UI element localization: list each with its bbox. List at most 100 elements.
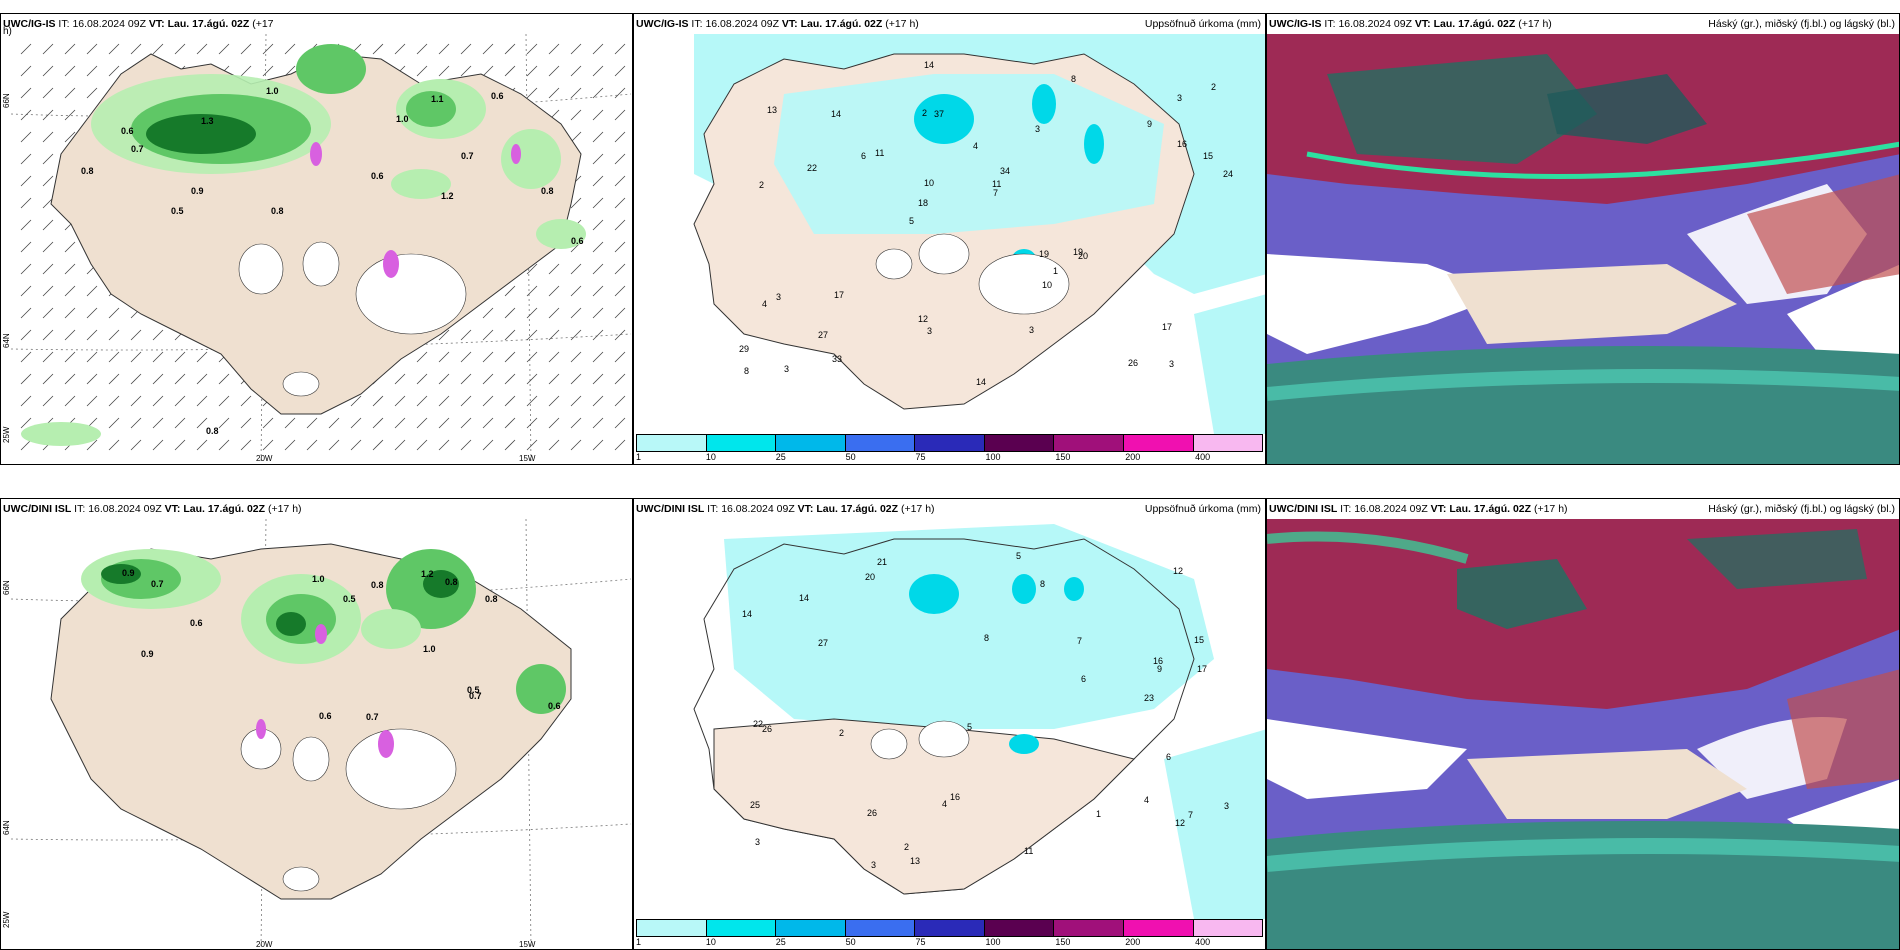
- wind-barb: [504, 65, 516, 77]
- precip-value: 5: [967, 722, 972, 732]
- wind-barb: [306, 417, 318, 429]
- colorbar-cell: [1054, 920, 1124, 936]
- precip-value: 1: [1096, 809, 1101, 819]
- wind-barb: [240, 43, 252, 55]
- wind-barb: [20, 417, 32, 429]
- wind-barb: [20, 87, 32, 99]
- wind-barb: [20, 285, 32, 297]
- svg-text:66N: 66N: [2, 580, 11, 595]
- wind-barb: [416, 439, 428, 451]
- wind-barb: [42, 131, 54, 143]
- wind-barb: [504, 43, 516, 55]
- wind-barb: [526, 263, 538, 275]
- wind-barb: [130, 373, 142, 385]
- wind-barb: [592, 65, 604, 77]
- wind-barb: [592, 153, 604, 165]
- wind-barb: [64, 131, 76, 143]
- cloud-value: 0.6: [121, 126, 134, 136]
- precip-value: 3: [1035, 124, 1040, 134]
- svg-text:15W: 15W: [519, 454, 536, 463]
- precip-value: 3: [776, 292, 781, 302]
- wind-barb: [614, 109, 626, 121]
- wind-barb: [64, 307, 76, 319]
- wind-barb: [592, 241, 604, 253]
- precip-colorbar: 1 10 25 50 75 100 150 200 400: [634, 434, 1265, 464]
- precip-value: 2: [1211, 82, 1216, 92]
- cloud-value: 0.6: [371, 171, 384, 181]
- panel-header: UWC/IG-IS IT: 16.08.2024 09Z VT: Lau. 17…: [636, 18, 1261, 30]
- colorbar-cell: [1123, 920, 1194, 936]
- wind-barb: [42, 373, 54, 385]
- precip-value: 17: [834, 290, 844, 300]
- wind-barb: [262, 43, 274, 55]
- cloud-value: 0.7: [461, 151, 474, 161]
- wind-barb: [218, 43, 230, 55]
- colorbar-label: 1: [636, 937, 642, 947]
- wind-barb: [482, 307, 494, 319]
- wind-barb: [416, 373, 428, 385]
- map-wind-cloud: 66N 64N 25W 20W 15W 0.50.70.90.80.61.00.…: [2, 519, 632, 949]
- colorbar-cell: [776, 920, 846, 936]
- precip-value: 33: [832, 354, 842, 364]
- panel-top-middle-precip: UWC/IG-IS IT: 16.08.2024 09Z VT: Lau. 17…: [633, 13, 1266, 465]
- colorbar-cell: [915, 920, 985, 936]
- precip-value: 19: [1073, 247, 1083, 257]
- precip-value: 27: [818, 330, 828, 340]
- wind-barb: [218, 417, 230, 429]
- wind-barb: [548, 43, 560, 55]
- wind-barb: [86, 43, 98, 55]
- precip-value: 14: [924, 60, 934, 70]
- wind-barb: [262, 417, 274, 429]
- svg-text:20W: 20W: [256, 454, 273, 463]
- wind-barb: [482, 65, 494, 77]
- precip-value: 7: [1188, 810, 1193, 820]
- cloud-value: 0.8: [371, 580, 384, 590]
- cloud-value: 1.3: [201, 116, 214, 126]
- precip-value: 6: [861, 151, 866, 161]
- wind-barb: [614, 241, 626, 253]
- colorbar-label: 75: [915, 937, 926, 947]
- precip-value: 22: [807, 163, 817, 173]
- colorbar-cell: [706, 435, 777, 451]
- wind-barb: [42, 153, 54, 165]
- cloud-value: 0.9: [191, 186, 204, 196]
- precip-value: 6: [1166, 752, 1171, 762]
- svg-text:15W: 15W: [519, 940, 536, 949]
- wind-barb: [196, 351, 208, 363]
- cloud-value: 0.7: [131, 144, 144, 154]
- wind-barb: [548, 395, 560, 407]
- wind-barb: [504, 395, 516, 407]
- wind-barb: [614, 373, 626, 385]
- wind-barb: [64, 373, 76, 385]
- model-name: UWC/DINI ISL: [3, 503, 72, 515]
- wind-barb: [306, 439, 318, 451]
- precip-value: 6: [1081, 674, 1086, 684]
- wind-barb: [438, 417, 450, 429]
- wind-barb: [20, 219, 32, 231]
- wind-barb: [614, 329, 626, 341]
- wind-barb: [416, 65, 428, 77]
- wind-barb: [64, 87, 76, 99]
- wind-barb: [526, 395, 538, 407]
- wind-barb: [64, 395, 76, 407]
- wind-barb: [460, 65, 472, 77]
- colorbar-label: 50: [845, 937, 856, 947]
- wind-barb: [86, 307, 98, 319]
- wind-barb: [284, 43, 296, 55]
- wind-barb: [196, 417, 208, 429]
- wind-barb: [504, 417, 516, 429]
- wind-barb: [42, 219, 54, 231]
- precip-value: 13: [767, 105, 777, 115]
- wind-barb: [20, 307, 32, 319]
- colorbar-label: 50: [845, 452, 856, 462]
- precip-values-layer: 3235332431129273734201314241916181210148…: [739, 60, 1233, 387]
- wind-barb: [372, 395, 384, 407]
- wind-barb: [592, 43, 604, 55]
- wind-barb: [108, 329, 120, 341]
- wind-barb: [592, 197, 604, 209]
- wind-barb: [42, 351, 54, 363]
- wind-barb: [548, 65, 560, 77]
- precip-value: 20: [865, 572, 875, 582]
- wind-barb: [614, 395, 626, 407]
- wind-barb: [328, 439, 340, 451]
